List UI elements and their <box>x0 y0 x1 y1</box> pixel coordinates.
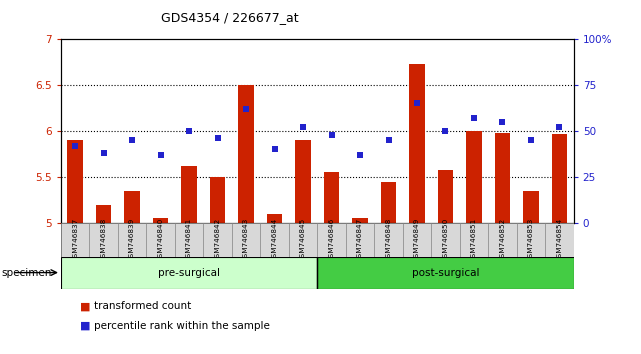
Bar <box>96 205 112 223</box>
Point <box>241 106 251 112</box>
Text: GSM746854: GSM746854 <box>556 218 562 262</box>
Bar <box>260 223 289 257</box>
Text: GSM746852: GSM746852 <box>499 218 506 262</box>
Bar <box>495 133 510 223</box>
Text: ■: ■ <box>80 321 90 331</box>
Bar <box>460 223 488 257</box>
Bar <box>552 134 567 223</box>
Text: GSM746850: GSM746850 <box>442 218 449 262</box>
Text: GDS4354 / 226677_at: GDS4354 / 226677_at <box>162 11 299 24</box>
Bar <box>153 218 169 223</box>
Bar <box>517 223 545 257</box>
Point <box>526 137 536 143</box>
Bar <box>89 223 118 257</box>
Text: GSM746849: GSM746849 <box>414 218 420 262</box>
Text: ■: ■ <box>80 301 90 311</box>
Point <box>212 136 222 141</box>
Bar <box>181 166 197 223</box>
Bar <box>438 170 453 223</box>
Bar <box>381 182 396 223</box>
Text: post-surgical: post-surgical <box>412 268 479 278</box>
Point <box>70 143 80 149</box>
Text: transformed count: transformed count <box>94 301 192 311</box>
Text: GSM746851: GSM746851 <box>471 218 477 262</box>
Bar <box>345 223 374 257</box>
Text: GSM746839: GSM746839 <box>129 218 135 262</box>
Bar <box>175 223 203 257</box>
Text: pre-surgical: pre-surgical <box>158 268 220 278</box>
Bar <box>124 191 140 223</box>
Bar <box>317 257 574 289</box>
Text: GSM746838: GSM746838 <box>101 218 106 262</box>
Bar <box>409 64 425 223</box>
Text: GSM746848: GSM746848 <box>385 218 392 262</box>
Point <box>412 101 422 106</box>
Point <box>355 152 365 158</box>
Point <box>469 115 479 121</box>
Text: GSM746837: GSM746837 <box>72 218 78 262</box>
Text: GSM746853: GSM746853 <box>528 218 534 262</box>
Bar <box>203 223 232 257</box>
Point <box>326 132 337 137</box>
Bar <box>61 257 317 289</box>
Point <box>99 150 109 156</box>
Text: GSM746843: GSM746843 <box>243 218 249 262</box>
Text: GSM746840: GSM746840 <box>158 218 163 262</box>
Bar <box>466 131 482 223</box>
Text: GSM746844: GSM746844 <box>272 218 278 262</box>
Point <box>497 119 508 125</box>
Bar <box>352 218 368 223</box>
Bar <box>317 223 345 257</box>
Text: GSM746847: GSM746847 <box>357 218 363 262</box>
Bar <box>232 223 260 257</box>
Bar <box>61 223 89 257</box>
Bar <box>118 223 146 257</box>
Point <box>184 128 194 134</box>
Bar <box>289 223 317 257</box>
Text: GSM746846: GSM746846 <box>329 218 335 262</box>
Text: GSM746842: GSM746842 <box>215 218 221 262</box>
Point <box>269 147 279 152</box>
Bar <box>403 223 431 257</box>
Bar <box>296 140 311 223</box>
Text: GSM746845: GSM746845 <box>300 218 306 262</box>
Point <box>156 152 166 158</box>
Bar <box>146 223 175 257</box>
Text: GSM746841: GSM746841 <box>186 218 192 262</box>
Bar <box>267 214 283 223</box>
Point <box>440 128 451 134</box>
Bar <box>238 85 254 223</box>
Bar <box>324 172 339 223</box>
Point <box>554 125 565 130</box>
Bar <box>374 223 403 257</box>
Bar <box>523 191 539 223</box>
Point <box>383 137 394 143</box>
Bar <box>545 223 574 257</box>
Text: percentile rank within the sample: percentile rank within the sample <box>94 321 270 331</box>
Point <box>127 137 137 143</box>
Point <box>298 125 308 130</box>
Bar <box>488 223 517 257</box>
Bar <box>210 177 226 223</box>
Bar <box>431 223 460 257</box>
Text: specimen: specimen <box>1 268 52 278</box>
Bar <box>67 140 83 223</box>
